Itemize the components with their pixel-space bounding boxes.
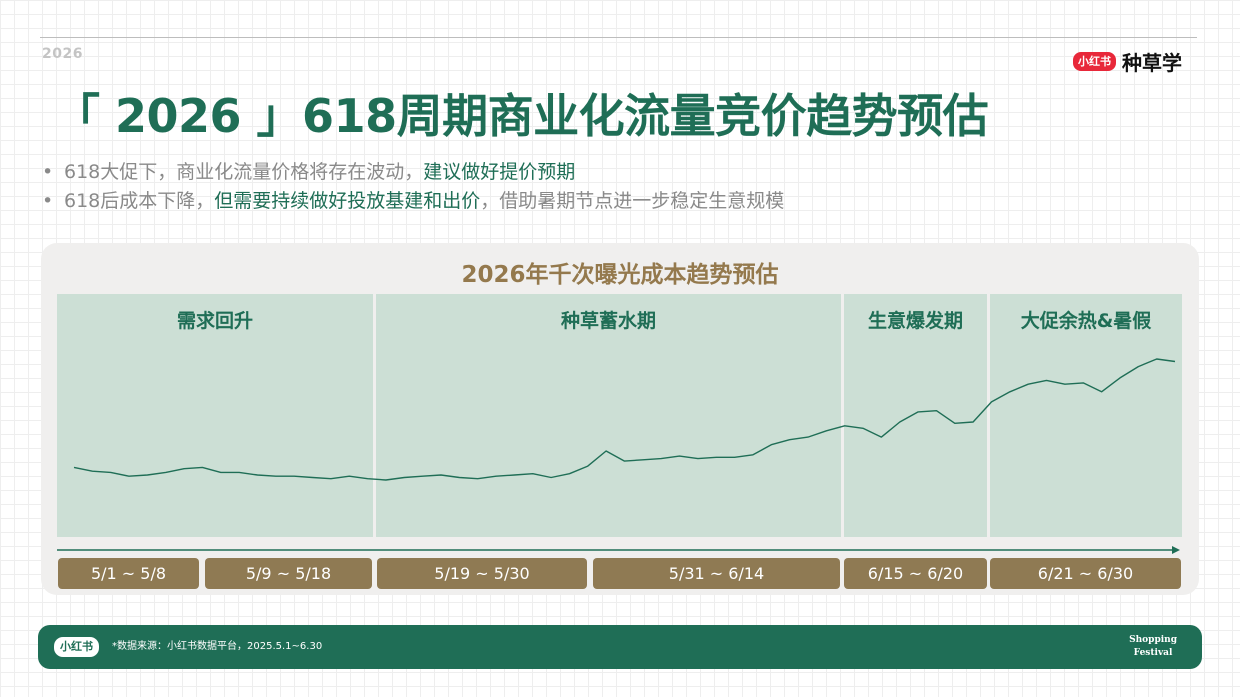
footer-bar: 小红书 *数据来源：小红书数据平台，2025.5.1~6.30 Shopping… (38, 625, 1202, 669)
phase-label: 大促余热&暑假 (1020, 310, 1152, 332)
phase-label: 生意爆发期 (867, 310, 963, 332)
date-range-chip: 6/15 ~ 6/20 (844, 558, 987, 589)
bullet-dot: • (42, 190, 54, 212)
date-range-chip: 5/19 ~ 5/30 (377, 558, 587, 589)
phase-seeding: 种草蓄水期 (376, 294, 841, 537)
brand-pill: 小红书 (1073, 52, 1116, 71)
bullet-text: 618大促下，商业化流量价格将存在波动， (64, 161, 424, 183)
bullet-dot: • (42, 161, 54, 183)
top-rule (40, 37, 1197, 38)
brand-text: 种草学 (1122, 51, 1182, 75)
chart-title: 2026年千次曝光成本趋势预估 (461, 262, 779, 288)
phase-demand-recovery: 需求回升 (57, 294, 373, 537)
chart-overlay (57, 358, 1180, 554)
year-tag: 2026 (42, 46, 83, 62)
phase-business-burst: 生意爆发期 (844, 294, 987, 537)
shopping-festival-mark: Shopping Festival (1129, 634, 1177, 660)
date-range-chip: 6/21 ~ 6/30 (990, 558, 1181, 589)
date-range-chip: 5/31 ~ 6/14 (593, 558, 840, 589)
festival-line: Festival (1133, 648, 1173, 658)
bullet-item: • 618大促下，商业化流量价格将存在波动，建议做好提价预期 (42, 158, 784, 187)
date-range-chip: 5/9 ~ 5/18 (205, 558, 372, 589)
festival-line: Shopping (1129, 635, 1177, 645)
bullet-highlight: 建议做好提价预期 (423, 161, 576, 183)
brand-logo: 小红书 种草学 (1073, 47, 1182, 76)
chart-panel: 2026年千次曝光成本趋势预估 需求回升 种草蓄水期 生意爆发期 大促余热&暑假… (41, 243, 1199, 595)
phase-label: 种草蓄水期 (560, 310, 656, 332)
bullet-suffix: ，借助暑期节点进一步稳定生意规模 (480, 190, 785, 212)
bullet-list: • 618大促下，商业化流量价格将存在波动，建议做好提价预期 • 618后成本下降，… (42, 158, 784, 216)
cpm-trend-line (73, 358, 1176, 481)
bullet-text: 618后成本下降， (64, 190, 215, 212)
phase-label: 需求回升 (176, 310, 253, 332)
page-title: 「 2026 」618周期商业化流量竞价趋势预估 (54, 89, 989, 143)
data-source-note: *数据来源：小红书数据平台，2025.5.1~6.30 (112, 641, 323, 652)
timeline-arrow-icon (1172, 546, 1180, 554)
date-range-chip: 5/1 ~ 5/8 (58, 558, 199, 589)
footer-logo: 小红书 (54, 637, 99, 657)
bullet-item: • 618后成本下降，但需要持续做好投放基建和出价，借助暑期节点进一步稳定生意规模 (42, 187, 784, 216)
bullet-highlight: 但需要持续做好投放基建和出价 (214, 190, 481, 212)
phase-promo-summer: 大促余热&暑假 (990, 294, 1182, 537)
